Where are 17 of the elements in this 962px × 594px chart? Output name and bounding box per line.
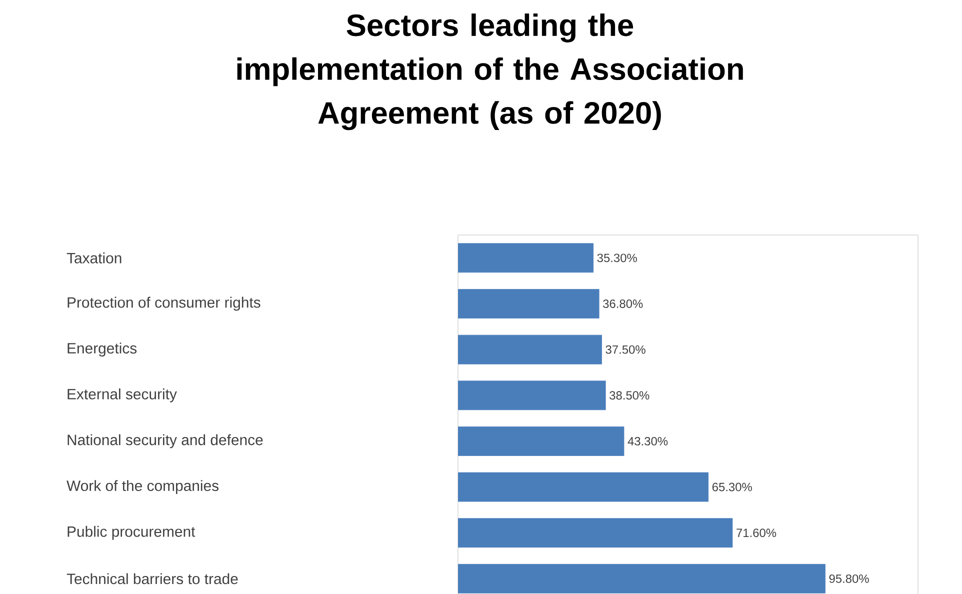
data-label: 35.30%	[597, 254, 637, 262]
data-label: 95.80%	[829, 574, 869, 583]
y-tick-label: Work of the companies	[66, 480, 218, 494]
y-tick-label: Energetics	[68, 342, 137, 357]
chart-title: Sectors leading the implementation of the Association Agreement (as of 2020)	[237, 14, 743, 130]
data-label: 65.30%	[712, 482, 752, 492]
y-tick-label: External security	[68, 388, 177, 402]
data-label: 38.50%	[610, 391, 650, 400]
y-tick-label: Public procurement	[68, 526, 196, 540]
data-label: 43.30%	[628, 436, 668, 446]
y-tick-label: Taxation	[66, 252, 122, 264]
data-label: 37.50%	[606, 345, 646, 354]
data-label: 71.60%	[736, 528, 776, 538]
y-tick-label: Protection of consumer rights	[68, 296, 260, 311]
y-tick-label: National security and defence	[68, 434, 263, 448]
data-label: 36.80%	[603, 300, 643, 308]
y-tick-label: Technical barriers to trade	[66, 573, 238, 584]
